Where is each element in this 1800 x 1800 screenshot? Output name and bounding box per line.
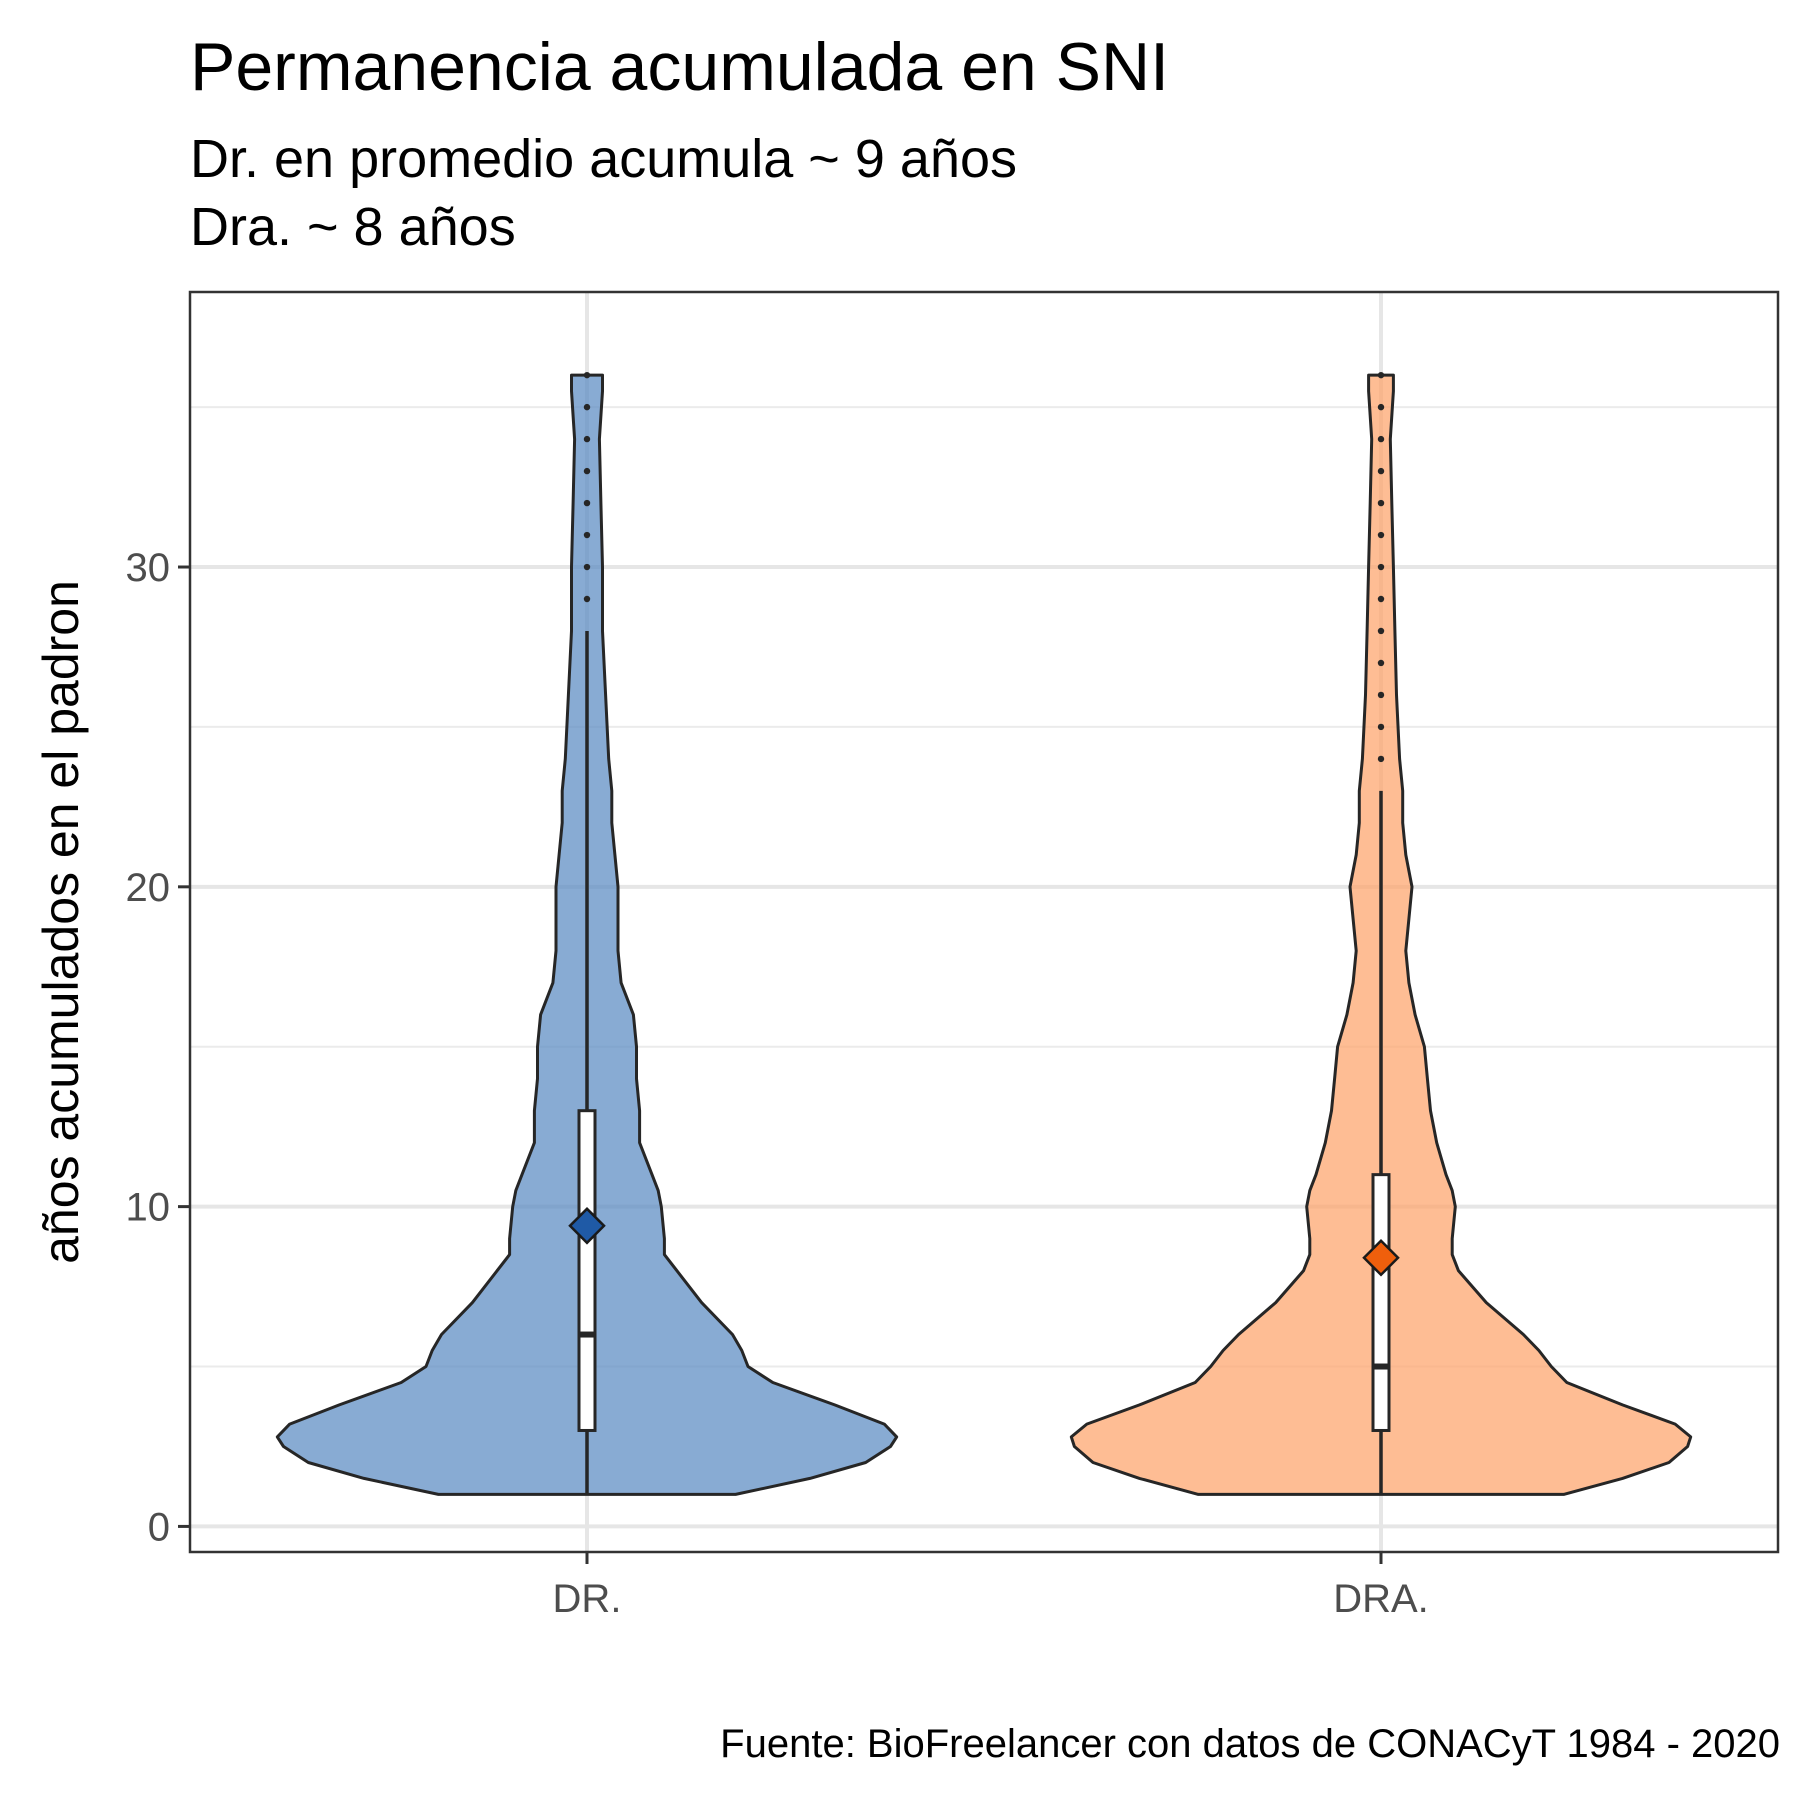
outlier-point xyxy=(1377,531,1385,539)
y-axis-title: años acumulados en el padron xyxy=(33,580,89,1264)
outlier-point xyxy=(1377,499,1385,507)
boxplot-box xyxy=(577,1109,597,1432)
outlier-point xyxy=(1377,467,1385,475)
outlier-point xyxy=(583,499,591,507)
outlier-point xyxy=(583,467,591,475)
outlier-point xyxy=(583,563,591,571)
outlier-point xyxy=(1377,563,1385,571)
x-tick-label: DRA. xyxy=(1333,1577,1429,1621)
outlier-point xyxy=(1377,691,1385,699)
chart-subtitle-line-2: Dra. ~ 8 años xyxy=(190,197,516,257)
y-tick-label: 20 xyxy=(126,866,171,910)
chart-subtitle-line-1: Dr. en promedio acumula ~ 9 años xyxy=(190,129,1017,189)
chart-title: Permanencia acumulada en SNI xyxy=(190,29,1169,105)
outlier-point xyxy=(1377,659,1385,667)
outlier-point xyxy=(1377,595,1385,603)
y-tick-label: 10 xyxy=(126,1186,171,1230)
outlier-point xyxy=(583,435,591,443)
outlier-point xyxy=(1377,723,1385,731)
mean-marker xyxy=(568,1207,606,1245)
y-tick-label: 0 xyxy=(148,1505,170,1549)
x-tick-label: DR. xyxy=(553,1577,622,1621)
outlier-point xyxy=(1377,371,1385,379)
outlier-point xyxy=(1377,755,1385,763)
outlier-point xyxy=(1377,435,1385,443)
mean-marker xyxy=(1362,1239,1400,1277)
outlier-point xyxy=(583,531,591,539)
outlier-point xyxy=(1377,403,1385,411)
boxplot-box xyxy=(1371,1173,1391,1432)
outlier-point xyxy=(1377,627,1385,635)
outlier-point xyxy=(583,403,591,411)
y-tick-label: 30 xyxy=(126,546,171,590)
outlier-point xyxy=(583,371,591,379)
chart-caption: Fuente: BioFreelancer con datos de CONAC… xyxy=(720,1722,1780,1766)
panel-border xyxy=(188,290,1780,1554)
outlier-point xyxy=(583,595,591,603)
